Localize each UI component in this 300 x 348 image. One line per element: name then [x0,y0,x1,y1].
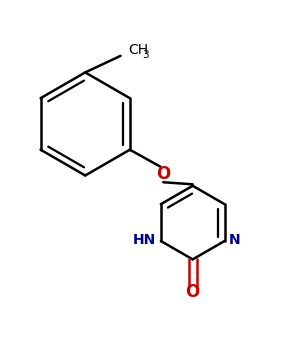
Text: 3: 3 [142,50,149,60]
Text: O: O [186,283,200,301]
Text: N: N [229,232,241,246]
Text: HN: HN [133,232,156,246]
Text: O: O [156,165,170,183]
Text: CH: CH [128,44,148,57]
